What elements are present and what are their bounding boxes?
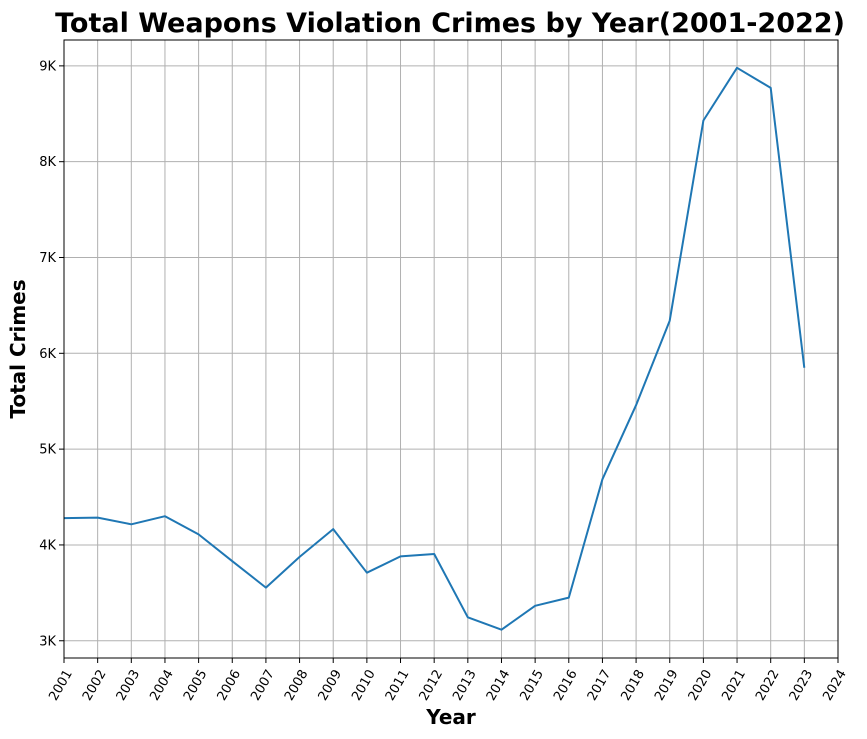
y-axis: 3K 4K 5K 6K 7K 8K 9K [39, 59, 64, 649]
x-axis-label: Year [425, 705, 476, 729]
x-tick-label: 2015 [518, 667, 548, 703]
x-tick-label: 2018 [618, 667, 648, 703]
x-tick-label: 2005 [181, 667, 211, 703]
x-tick-label: 2003 [114, 667, 144, 703]
x-tick-label: 2001 [46, 667, 76, 703]
y-tick-label: 9K [39, 59, 56, 74]
y-tick-label: 7K [39, 251, 56, 266]
y-tick-label: 8K [39, 155, 56, 170]
x-tick-label: 2020 [686, 667, 716, 703]
x-tick-label: 2017 [585, 667, 615, 703]
x-tick-label: 2007 [248, 667, 278, 703]
x-tick-label: 2004 [147, 667, 177, 703]
x-tick-label: 2021 [719, 667, 749, 703]
y-tick-label: 4K [39, 538, 56, 553]
y-tick-label: 5K [39, 443, 56, 458]
x-tick-label: 2008 [282, 667, 312, 703]
x-tick-label: 2023 [787, 667, 817, 703]
x-tick-label: 2011 [383, 667, 413, 703]
x-tick-label: 2024 [820, 667, 850, 703]
series-layer [63, 66, 806, 631]
x-tick-label: 2016 [551, 667, 581, 703]
chart-title: Total Weapons Violation Crimes by Year(2… [55, 8, 845, 39]
x-tick-label: 2010 [349, 667, 379, 703]
plot-frame [63, 39, 839, 659]
grid [63, 40, 839, 658]
y-tick-label: 3K [39, 634, 56, 649]
series-line [63, 66, 806, 631]
x-tick-label: 2014 [484, 667, 514, 703]
x-tick-label: 2009 [316, 667, 346, 703]
x-tick-label: 2022 [753, 667, 783, 703]
x-tick-label: 2006 [215, 667, 245, 703]
y-tick-label: 6K [39, 347, 56, 362]
y-axis-label: Total Crimes [6, 279, 30, 418]
x-tick-label: 2002 [80, 667, 110, 703]
x-tick-label: 2013 [450, 667, 480, 703]
x-axis: 2001 2002 2003 2004 2005 2006 2007 2008 2009 2010… [46, 658, 850, 704]
x-tick-label: 2012 [417, 667, 447, 703]
x-tick-label: 2019 [652, 667, 682, 703]
